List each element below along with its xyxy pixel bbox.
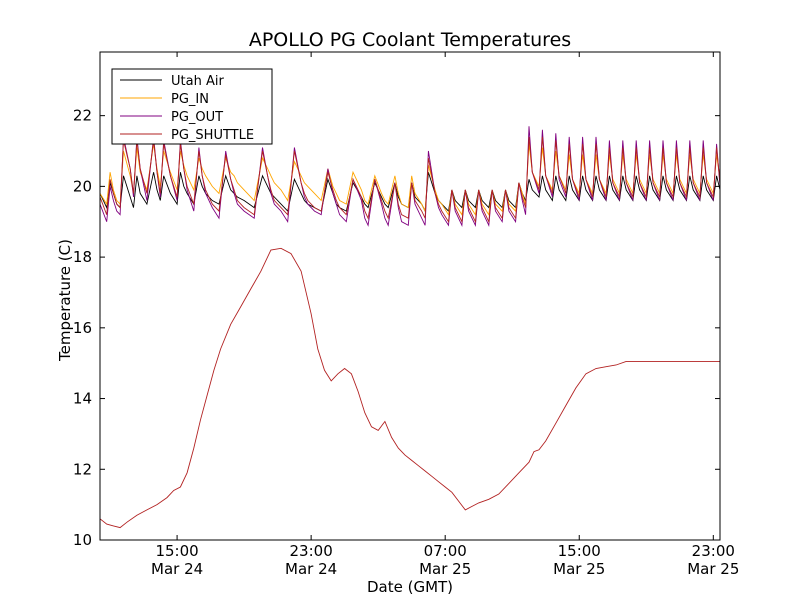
chart-title: APOLLO PG Coolant Temperatures xyxy=(249,29,571,51)
series-line-pg-out xyxy=(99,126,721,227)
y-tick-label: 22 xyxy=(73,107,92,125)
legend-label-utah-air: Utah Air xyxy=(171,74,224,89)
legend: Utah Air PG_IN PG_OUT PG_SHUTTLE xyxy=(111,68,273,145)
y-tick-label: 16 xyxy=(73,319,92,337)
y-ticks: 10 12 14 16 18 20 22 xyxy=(73,107,720,549)
x-tick-date-label: Mar 24 xyxy=(285,560,337,578)
y-tick-label: 14 xyxy=(73,390,92,408)
y-tick-label: 20 xyxy=(73,177,92,195)
x-axis-label: Date (GMT) xyxy=(367,578,453,596)
x-tick-time-label: 23:00 xyxy=(290,542,333,560)
y-tick-label: 18 xyxy=(73,248,92,266)
x-tick-date-label: Mar 25 xyxy=(419,560,471,578)
series-line-utah-air xyxy=(99,172,721,213)
x-tick-time-label: 15:00 xyxy=(558,542,601,560)
series-layer xyxy=(99,126,721,529)
x-tick-date-label: Mar 25 xyxy=(553,560,605,578)
x-tick-date-label: Mar 24 xyxy=(151,560,203,578)
x-tick-time-label: 23:00 xyxy=(692,542,735,560)
plot-frame xyxy=(99,51,721,541)
y-tick-label: 12 xyxy=(73,460,92,478)
legend-label-pg-in: PG_IN xyxy=(171,92,209,107)
x-tick-time-label: 15:00 xyxy=(155,542,198,560)
legend-label-pg-shuttle: PG_SHUTTLE xyxy=(171,128,254,143)
series-line-pg-shuttle-bath xyxy=(99,247,720,529)
series-line-pg-shuttle xyxy=(99,136,721,224)
x-tick-time-label: 07:00 xyxy=(424,542,467,560)
x-tick-date-label: Mar 25 xyxy=(687,560,739,578)
y-axis-label: Temperature (C) xyxy=(56,239,74,362)
legend-box xyxy=(111,68,273,145)
y-tick-label: 10 xyxy=(73,531,92,549)
legend-label-pg-out: PG_OUT xyxy=(171,110,223,125)
